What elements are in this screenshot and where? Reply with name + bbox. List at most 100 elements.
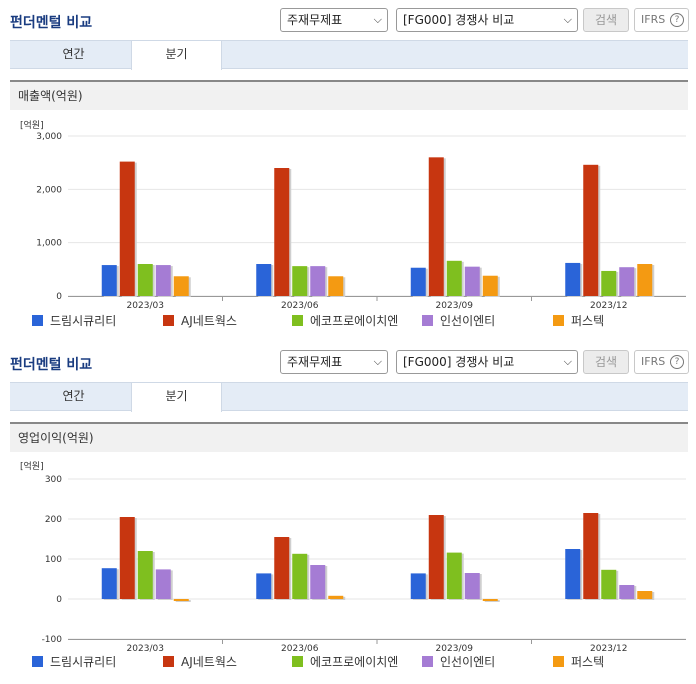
legend-label: 퍼스텍 <box>571 314 605 328</box>
metric-label: 영업이익(억원) <box>10 422 688 452</box>
bar[interactable] <box>173 276 189 296</box>
y-tick-label: 100 <box>45 555 62 565</box>
bar[interactable] <box>601 270 617 296</box>
legend-swatch <box>163 315 174 326</box>
tab-quarterly[interactable]: 분기 <box>131 41 222 70</box>
legend-label: 드림시큐리티 <box>50 314 117 328</box>
chevron-down-icon: ⌵ <box>563 355 572 368</box>
x-tick-label: 2023/12 <box>590 301 627 310</box>
bar[interactable] <box>637 591 653 599</box>
bar[interactable] <box>446 260 462 296</box>
x-tick-label: 2023/06 <box>281 301 319 310</box>
bar[interactable] <box>137 551 153 599</box>
bar[interactable] <box>464 573 480 599</box>
bar[interactable] <box>101 265 117 296</box>
legend-label: 드림시큐리티 <box>50 655 117 669</box>
comparison-group-value: [FG000] 경쟁사 비교 <box>403 13 515 27</box>
tab-quarterly[interactable]: 분기 <box>131 383 222 412</box>
bar[interactable] <box>410 267 426 296</box>
bar[interactable] <box>155 569 171 599</box>
bar[interactable] <box>637 264 653 296</box>
bar[interactable] <box>464 266 480 296</box>
bar[interactable] <box>410 573 426 599</box>
bar[interactable] <box>292 553 308 599</box>
legend-label: 퍼스텍 <box>571 655 605 669</box>
comparison-group-select[interactable]: [FG000] 경쟁사 비교 ⌵ <box>396 8 578 32</box>
bar[interactable] <box>155 265 171 296</box>
bar[interactable] <box>482 275 498 296</box>
metric-label: 매출액(억원) <box>10 80 688 110</box>
legend-swatch <box>553 315 564 326</box>
statement-type-value: 주재무제표 <box>287 355 343 369</box>
statement-type-select[interactable]: 주재무제표 ⌵ <box>280 350 388 374</box>
x-tick-label: 2023/06 <box>281 644 319 654</box>
legend-label: AJ네트웍스 <box>181 655 237 669</box>
revenue-chart: 0 1,000 2,000 3,000 2023/03 2023/06 2023/09 202… <box>36 132 686 310</box>
x-tick-label: 2023/03 <box>127 644 164 654</box>
ifrs-help-button[interactable]: IFRS ? <box>634 350 689 374</box>
bar[interactable] <box>583 164 599 296</box>
ifrs-label: IFRS <box>641 355 666 368</box>
y-tick-label: 2,000 <box>36 185 62 195</box>
bar[interactable] <box>310 266 326 296</box>
chart-legend: 드림시큐리티 AJ네트웍스 에코프로에이치엔 인선이엔티 퍼스텍 <box>0 654 696 670</box>
bar[interactable] <box>328 595 344 599</box>
chevron-down-icon: ⌵ <box>373 355 382 368</box>
bar[interactable] <box>428 157 444 296</box>
ifrs-help-button[interactable]: IFRS ? <box>634 8 689 32</box>
search-button[interactable]: 검색 <box>583 8 629 32</box>
y-unit-label: [억원] <box>20 462 44 472</box>
legend-label: AJ네트웍스 <box>181 314 237 328</box>
chevron-down-icon: ⌵ <box>563 13 572 26</box>
legend-swatch <box>32 315 43 326</box>
y-tick-label: 300 <box>45 475 62 485</box>
bar[interactable] <box>274 537 290 599</box>
period-tabs: 연간 분기 <box>10 40 688 70</box>
tab-annual[interactable]: 연간 <box>62 47 85 61</box>
y-tick-label: 1,000 <box>36 239 62 249</box>
bar[interactable] <box>446 552 462 599</box>
search-button[interactable]: 검색 <box>583 350 629 374</box>
y-tick-label: 3,000 <box>36 132 62 142</box>
bar[interactable] <box>173 599 189 601</box>
panel-header: 펀더멘털 비교 주재무제표 ⌵ [FG000] 경쟁사 비교 ⌵ 검색 IFRS… <box>0 342 696 382</box>
operating-profit-panel: 펀더멘털 비교 주재무제표 ⌵ [FG000] 경쟁사 비교 ⌵ 검색 IFRS… <box>0 342 696 684</box>
comparison-group-select[interactable]: [FG000] 경쟁사 비교 ⌵ <box>396 350 578 374</box>
bar[interactable] <box>310 565 326 599</box>
legend-swatch <box>292 656 303 667</box>
panel-title: 펀더멘털 비교 <box>10 357 93 373</box>
bar[interactable] <box>256 264 272 296</box>
bar[interactable] <box>119 161 135 296</box>
statement-type-select[interactable]: 주재무제표 ⌵ <box>280 8 388 32</box>
comparison-group-value: [FG000] 경쟁사 비교 <box>403 355 515 369</box>
bar[interactable] <box>583 513 599 599</box>
question-icon: ? <box>670 13 684 27</box>
bar[interactable] <box>619 267 635 296</box>
bar[interactable] <box>619 585 635 599</box>
y-tick-label: 0 <box>56 595 62 605</box>
legend-swatch <box>422 315 433 326</box>
tab-annual[interactable]: 연간 <box>62 389 85 403</box>
chart-legend: 드림시큐리티 AJ네트웍스 에코프로에이치엔 인선이엔티 퍼스텍 <box>0 313 696 329</box>
bar[interactable] <box>274 168 290 296</box>
bar[interactable] <box>328 276 344 296</box>
bar[interactable] <box>119 517 135 599</box>
bar[interactable] <box>482 599 498 601</box>
bar[interactable] <box>292 266 308 296</box>
legend-swatch <box>292 315 303 326</box>
legend-label: 인선이엔티 <box>440 314 496 328</box>
bar[interactable] <box>428 515 444 599</box>
operating-profit-chart: -100 0 100 200 300 2023/03 2023/06 2023/09 2023/… <box>42 475 686 654</box>
legend-label: 에코프로에이치엔 <box>310 314 399 328</box>
y-tick-label: 200 <box>45 515 62 525</box>
bar[interactable] <box>101 568 117 599</box>
bar[interactable] <box>565 262 581 296</box>
panel-header: 펀더멘털 비교 주재무제표 ⌵ [FG000] 경쟁사 비교 ⌵ 검색 IFRS… <box>0 0 696 40</box>
legend-label: 인선이엔티 <box>440 655 496 669</box>
bar[interactable] <box>601 569 617 599</box>
legend-label: 에코프로에이치엔 <box>310 655 399 669</box>
bar[interactable] <box>565 549 581 599</box>
revenue-panel: 펀더멘털 비교 주재무제표 ⌵ [FG000] 경쟁사 비교 ⌵ 검색 IFRS… <box>0 0 696 338</box>
bar[interactable] <box>137 264 153 296</box>
bar[interactable] <box>256 573 272 599</box>
